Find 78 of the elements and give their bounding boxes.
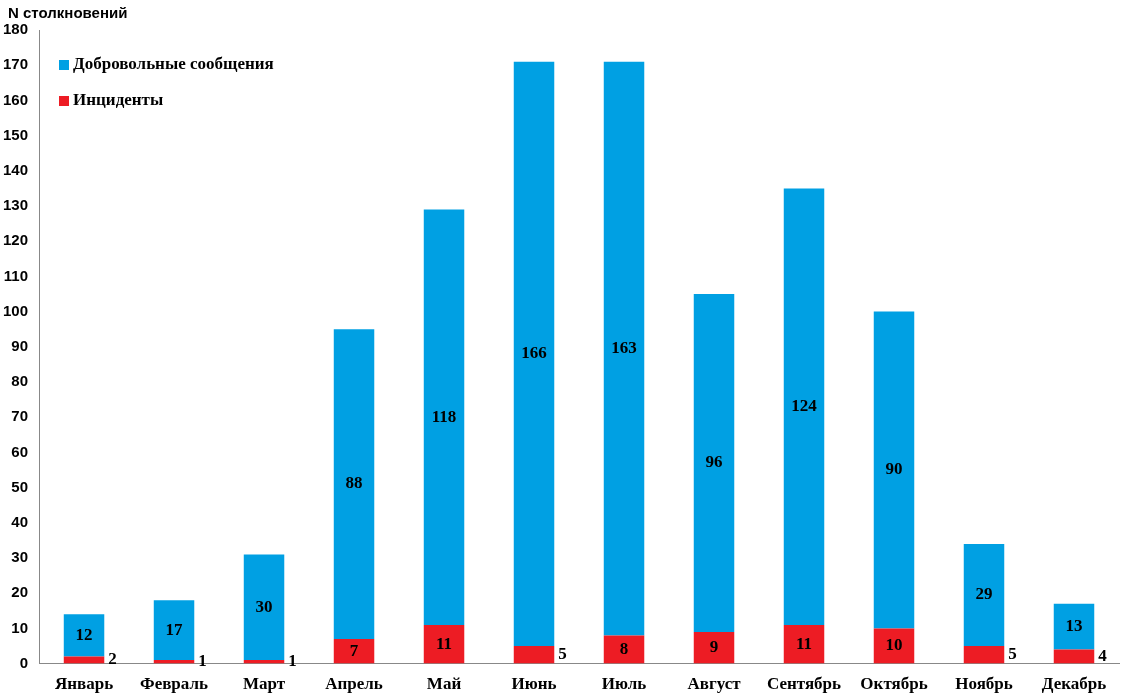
data-label: 10 xyxy=(885,635,903,655)
y-tick-label: 70 xyxy=(11,407,29,425)
x-tick-label: Август xyxy=(687,674,742,694)
data-label: 8 xyxy=(619,638,629,658)
y-tick-label: 80 xyxy=(11,372,29,390)
x-tick-label: Январь xyxy=(54,674,114,694)
bar xyxy=(513,61,555,646)
data-label: 17 xyxy=(165,619,184,639)
y-tick-label: 0 xyxy=(19,653,29,671)
data-label: 29 xyxy=(975,584,993,604)
bar xyxy=(333,329,375,639)
data-label: 90 xyxy=(885,459,903,479)
data-label: 1 xyxy=(198,651,207,671)
bar xyxy=(963,646,1005,664)
bar xyxy=(783,624,825,664)
data-label: 12 xyxy=(75,624,93,644)
bar xyxy=(423,209,465,625)
bar xyxy=(333,638,375,664)
data-label: 118 xyxy=(431,406,457,426)
bar xyxy=(603,635,645,664)
y-tick-label: 140 xyxy=(3,160,29,178)
bar xyxy=(243,554,285,661)
y-axis-title: N столкновений xyxy=(8,4,128,21)
data-label: 166 xyxy=(521,343,547,363)
data-label: 7 xyxy=(349,640,359,660)
x-tick-label: Декабрь xyxy=(1041,674,1107,694)
y-tick-label: 20 xyxy=(11,583,29,601)
bar xyxy=(783,188,825,625)
y-tick-label: 180 xyxy=(3,20,29,38)
bar xyxy=(153,600,195,661)
x-tick-label: Март xyxy=(242,674,286,694)
y-tick-label: 150 xyxy=(3,125,29,143)
bar xyxy=(693,631,735,664)
y-tick-label: 60 xyxy=(11,442,29,460)
bar xyxy=(513,646,555,664)
x-tick-label: Июль xyxy=(601,674,647,694)
y-tick-label: 120 xyxy=(3,231,29,249)
y-tick-label: 10 xyxy=(11,618,29,636)
x-tick-label: Апрель xyxy=(325,674,383,694)
x-tick-label: Сентябрь xyxy=(766,674,842,694)
data-label: 163 xyxy=(611,337,637,357)
bar xyxy=(603,61,645,636)
data-label: 4 xyxy=(1098,645,1108,665)
data-label: 5 xyxy=(1008,644,1017,664)
y-tick-label: 160 xyxy=(3,90,29,108)
x-tick-label: Февраль xyxy=(140,674,209,694)
bar xyxy=(423,624,465,664)
data-label: 30 xyxy=(255,596,273,616)
y-tick-label: 40 xyxy=(11,512,29,530)
y-tick-label: 170 xyxy=(3,55,29,73)
data-label: 13 xyxy=(1065,616,1083,636)
y-tick-label: 110 xyxy=(3,266,29,284)
bar xyxy=(1053,603,1095,650)
legend-label: Добровольные сообщения xyxy=(73,54,274,74)
y-tick-label: 50 xyxy=(11,477,29,495)
x-tick-label: Июнь xyxy=(511,674,557,694)
x-tick-label: Ноябрь xyxy=(955,674,1013,694)
legend-label: Инциденты xyxy=(73,90,164,110)
bar xyxy=(1053,649,1095,664)
bar xyxy=(873,311,915,629)
bar xyxy=(963,543,1005,646)
data-label: 11 xyxy=(435,633,453,653)
x-tick-label: Октябрь xyxy=(860,674,928,694)
y-tick-label: 130 xyxy=(3,196,29,214)
y-tick-label: 30 xyxy=(11,548,29,566)
data-label: 9 xyxy=(709,637,719,657)
data-label: 124 xyxy=(791,396,818,416)
x-tick-label: Май xyxy=(426,674,462,694)
y-tick-label: 90 xyxy=(11,336,29,354)
data-label: 2 xyxy=(108,649,117,669)
data-label: 96 xyxy=(705,452,723,472)
data-label: 88 xyxy=(345,473,363,493)
bar xyxy=(63,614,105,657)
bar xyxy=(693,294,735,632)
data-label: 5 xyxy=(558,644,567,664)
data-label: 11 xyxy=(795,633,813,653)
y-tick-label: 100 xyxy=(3,301,29,319)
data-label: 1 xyxy=(288,651,297,671)
